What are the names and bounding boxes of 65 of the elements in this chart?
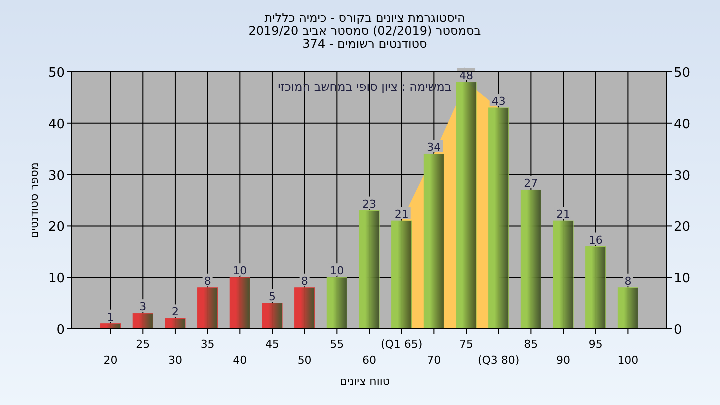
x-tick-label: 45 xyxy=(265,338,280,351)
x-tick-label: (Q3 80) xyxy=(478,354,520,367)
chart-title: היסטוגרמת ציונים בקורס - כימיה כללית xyxy=(264,11,466,25)
bar xyxy=(488,108,510,330)
bar xyxy=(553,220,574,330)
y2-tick-label: 0 xyxy=(674,323,682,338)
y-tick-label: 10 xyxy=(48,272,65,287)
bar xyxy=(618,288,638,330)
bar xyxy=(198,288,218,330)
data-label: 8 xyxy=(624,274,632,288)
data-label: 5 xyxy=(268,290,276,304)
bar xyxy=(165,318,186,330)
x-tick-label: 50 xyxy=(298,354,312,367)
data-label: 21 xyxy=(556,208,571,222)
x-tick-label: 85 xyxy=(524,338,538,351)
bar xyxy=(262,303,283,330)
y-tick-label: 50 xyxy=(48,66,65,81)
data-label: 16 xyxy=(588,234,603,247)
y-tick-label: 20 xyxy=(48,220,65,236)
x-tick-label: 20 xyxy=(104,354,118,367)
x-tick-label: 35 xyxy=(200,338,215,351)
y2-tick-label: 30 xyxy=(674,168,691,184)
data-label: 2 xyxy=(172,306,179,319)
y-axis-title: מספר סטודנטים xyxy=(28,162,41,238)
x-tick-label: 25 xyxy=(136,338,150,351)
x-tick-label: 60 xyxy=(362,354,376,367)
data-label: 34 xyxy=(427,141,442,154)
x-tick-label: 70 xyxy=(427,354,442,367)
x-tick-label: (Q1 65) xyxy=(380,338,423,351)
x-tick-label: 55 xyxy=(330,338,344,351)
data-label: 1 xyxy=(107,310,114,324)
bar xyxy=(586,246,606,330)
x-tick-label: 75 xyxy=(460,338,474,351)
data-label: 8 xyxy=(301,274,308,288)
y-tick-label: 0 xyxy=(56,323,65,338)
bar xyxy=(392,220,412,330)
bar xyxy=(294,288,316,330)
data-label: 27 xyxy=(524,177,538,190)
y2-tick-label: 50 xyxy=(674,66,691,81)
bar xyxy=(359,210,380,330)
x-tick-label: 90 xyxy=(556,354,571,367)
x-tick-label: 100 xyxy=(618,354,639,367)
y-tick-label: 30 xyxy=(48,168,65,184)
y2-tick-label: 20 xyxy=(674,220,691,236)
data-label: 8 xyxy=(204,274,212,288)
data-label: 23 xyxy=(362,198,376,211)
y2-tick-label: 10 xyxy=(674,272,691,287)
y2-tick-label: 40 xyxy=(674,117,691,132)
bar xyxy=(520,190,542,330)
x-tick-label: 95 xyxy=(588,338,603,351)
bar xyxy=(230,277,250,330)
chart-subtitle: בסמסטר (02/2019) סמסטר אביב 2019/20 סטודנטים רשומים - 374 xyxy=(248,24,482,51)
y-tick-label: 40 xyxy=(48,117,65,132)
data-label: 21 xyxy=(394,208,409,222)
bar xyxy=(424,154,444,330)
data-label: 3 xyxy=(140,300,147,314)
x-axis-title: טווח ציונים xyxy=(340,375,390,388)
data-label: 43 xyxy=(492,94,506,108)
bar xyxy=(326,277,348,330)
bar xyxy=(456,82,477,330)
data-label: 10 xyxy=(330,264,344,278)
bar xyxy=(132,313,154,330)
x-tick-label: 40 xyxy=(233,354,248,367)
x-tick-label: 30 xyxy=(168,354,182,367)
data-label: 10 xyxy=(233,264,248,278)
